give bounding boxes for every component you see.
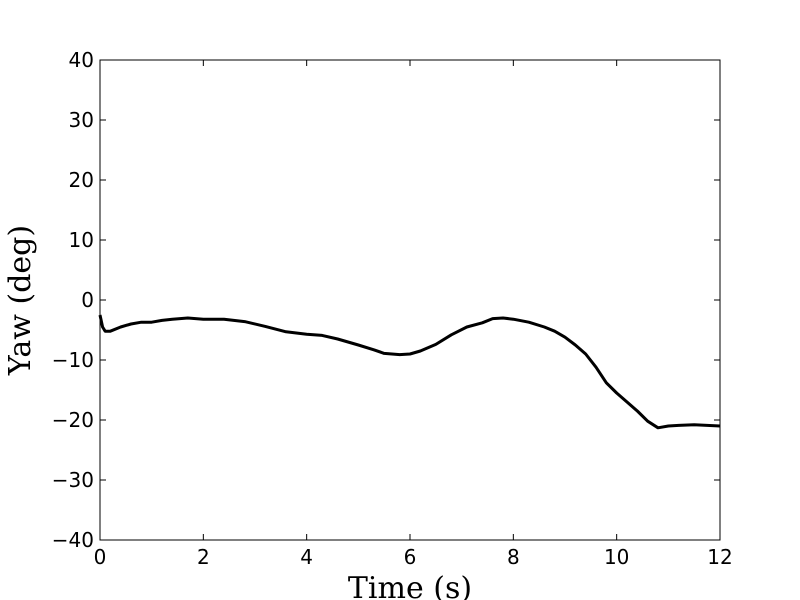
line-series [98,314,721,430]
x-tick-label: 8 [507,545,520,569]
y-axis-label: Yaw (deg) [3,225,38,376]
x-axis-label: Time (s) [348,571,472,600]
y-tick-label: 30 [69,108,94,132]
x-tick-label: 2 [197,545,210,569]
y-tick-label: 40 [69,48,94,72]
y-tick-label: 0 [81,288,94,312]
x-tick-label: 12 [707,545,732,569]
plot-frame [99,59,721,541]
y-tick-label: −40 [52,528,94,552]
x-tick-label: 6 [404,545,417,569]
x-tick-label: 0 [94,545,107,569]
y-tick-label: −30 [52,468,94,492]
y-tick-label: 20 [69,168,94,192]
x-tick-label: 10 [604,545,629,569]
y-tick-label: −10 [52,348,94,372]
y-tick-label: −20 [52,408,94,432]
x-tick-label: 4 [300,545,313,569]
y-tick-label: 10 [69,228,94,252]
